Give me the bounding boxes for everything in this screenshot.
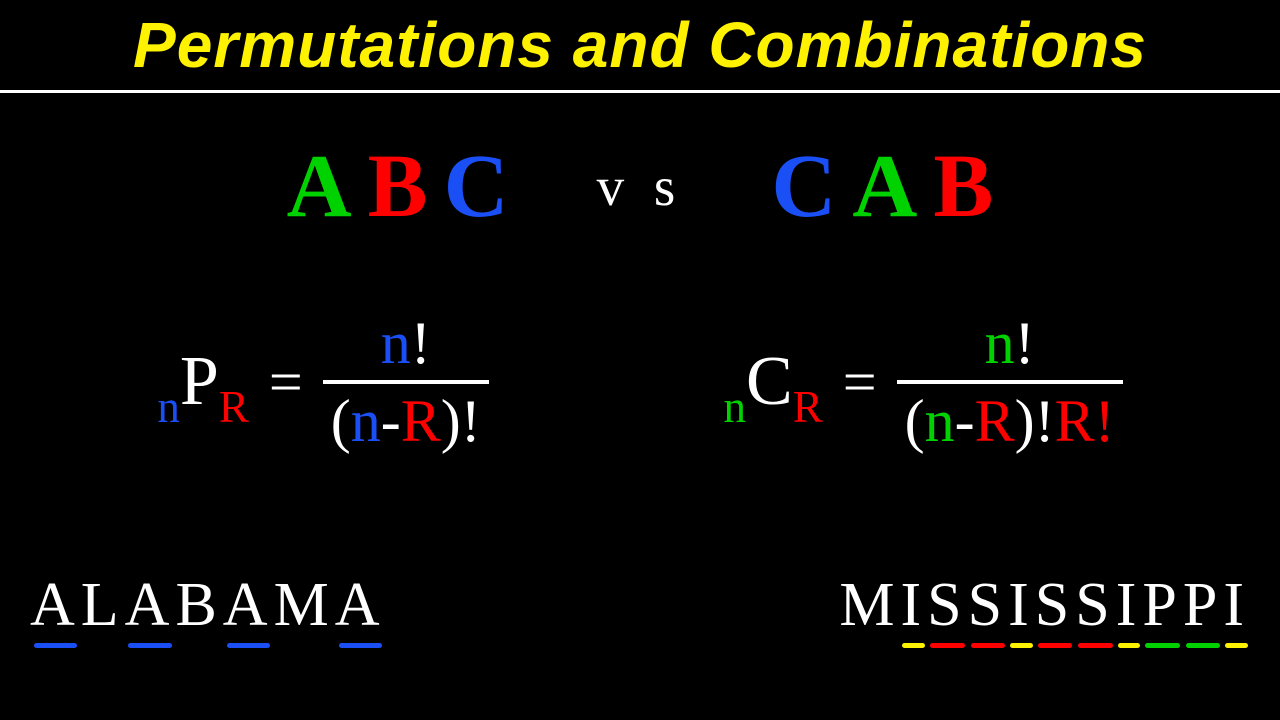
vs-text: v s	[597, 155, 684, 218]
comb-den-open: (	[905, 388, 925, 454]
perm-den-n: n	[351, 388, 381, 454]
permutation-formula: nPR = n! (n-R)!	[157, 310, 488, 454]
letter-underline	[1225, 643, 1248, 648]
letter-underline	[1038, 643, 1072, 648]
letter-char: B	[175, 570, 222, 641]
comb-den-n: n	[925, 388, 955, 454]
word-letter: A	[125, 570, 176, 648]
word-letter: M	[839, 570, 900, 648]
word-letter: P	[1183, 570, 1223, 648]
word-letter: A	[223, 570, 274, 648]
comb-den-r2: R	[1055, 388, 1095, 454]
word-letter: I	[1008, 570, 1035, 648]
perm-n-sub: n	[157, 382, 180, 432]
page-title: Permutations and Combinations	[0, 0, 1280, 93]
perm-P: P	[180, 343, 219, 420]
word-letter: A	[335, 570, 386, 648]
letter-char: S	[927, 570, 967, 641]
comb-n-sub: n	[724, 382, 747, 432]
letter-a: A	[852, 135, 917, 238]
letter-underline	[278, 643, 330, 648]
letter-underline	[1145, 643, 1179, 648]
perm-den-close: )!	[441, 388, 481, 454]
word-alabama: ALABAMA	[30, 570, 386, 648]
abc-group: ABC	[279, 135, 517, 238]
comb-r-sub: R	[793, 382, 823, 432]
word-mississippi: MISSISSIPPI	[839, 570, 1250, 648]
letter-underline	[930, 643, 964, 648]
word-letter: P	[1142, 570, 1182, 648]
words-row: ALABAMA MISSISSIPPI	[0, 570, 1280, 648]
letter-underline	[179, 643, 219, 648]
letter-underline	[1078, 643, 1112, 648]
combination-formula: nCR = n! (n-R)!R!	[724, 310, 1123, 454]
letter-a: A	[287, 135, 352, 238]
word-letter: M	[274, 570, 335, 648]
letter-underline	[971, 643, 1005, 648]
perm-num-bang: !	[411, 310, 431, 376]
letter-char: S	[1075, 570, 1115, 641]
letter-char: A	[223, 570, 274, 641]
cab-group: CAB	[763, 135, 1001, 238]
letter-char: I	[1116, 570, 1143, 641]
letter-underline	[902, 643, 925, 648]
letter-b: B	[368, 135, 428, 238]
word-letter: I	[1116, 570, 1143, 648]
letter-c: C	[444, 135, 509, 238]
perm-num-n: n	[381, 310, 411, 376]
perm-r-sub: R	[219, 382, 249, 432]
word-letter: I	[900, 570, 927, 648]
perm-fraction: n! (n-R)!	[323, 310, 489, 454]
letter-underline	[34, 643, 77, 648]
word-letter: A	[30, 570, 81, 648]
letter-char: P	[1183, 570, 1223, 641]
letter-char: I	[900, 570, 927, 641]
letter-underline	[1186, 643, 1220, 648]
letter-b: B	[933, 135, 993, 238]
formulas-row: nPR = n! (n-R)! nCR = n! (n-R)!R!	[0, 310, 1280, 454]
perm-den-open: (	[331, 388, 351, 454]
letter-underline	[1118, 643, 1141, 648]
comb-num-n: n	[985, 310, 1015, 376]
word-letter: S	[927, 570, 967, 648]
abc-vs-cab-row: ABC v s CAB	[0, 135, 1280, 238]
comb-den-bang2: !	[1095, 388, 1115, 454]
word-letter: B	[175, 570, 222, 648]
comb-den-r: R	[975, 388, 1015, 454]
letter-char: S	[1035, 570, 1075, 641]
word-letter: S	[968, 570, 1008, 648]
letter-underline	[128, 643, 171, 648]
letter-c: C	[771, 135, 836, 238]
comb-num-bang: !	[1015, 310, 1035, 376]
letter-underline	[339, 643, 382, 648]
word-letter: L	[81, 570, 125, 648]
equals-sign: =	[269, 348, 303, 417]
word-letter: I	[1223, 570, 1250, 648]
perm-den-minus: -	[381, 388, 401, 454]
comb-C: C	[746, 343, 793, 420]
letter-char: P	[1142, 570, 1182, 641]
perm-den-r: R	[401, 388, 441, 454]
letter-char: A	[335, 570, 386, 641]
letter-char: A	[125, 570, 176, 641]
letter-char: M	[274, 570, 335, 641]
comb-fraction: n! (n-R)!R!	[897, 310, 1123, 454]
letter-char: I	[1223, 570, 1250, 641]
letter-underline	[1010, 643, 1033, 648]
word-letter: S	[1075, 570, 1115, 648]
comb-den-close: )!	[1015, 388, 1055, 454]
letter-char: S	[968, 570, 1008, 641]
letter-underline	[227, 643, 270, 648]
letter-underline	[844, 643, 896, 648]
letter-char: A	[30, 570, 81, 641]
equals-sign: =	[843, 348, 877, 417]
word-letter: S	[1035, 570, 1075, 648]
letter-underline	[84, 643, 121, 648]
letter-char: M	[839, 570, 900, 641]
letter-char: I	[1008, 570, 1035, 641]
comb-den-minus: -	[955, 388, 975, 454]
letter-char: L	[81, 570, 125, 641]
